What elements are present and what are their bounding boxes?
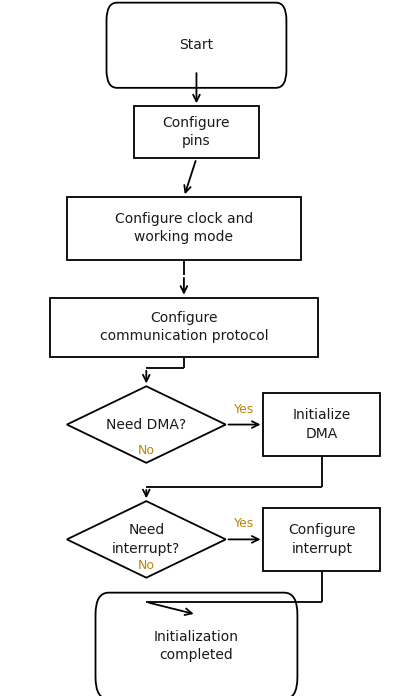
Polygon shape [67,386,226,463]
Text: Start: Start [179,38,214,52]
Text: Configure
communication protocol: Configure communication protocol [99,311,268,343]
Bar [263,508,380,571]
Text: Need
interrupt?: Need interrupt? [112,523,181,555]
Text: Configure
pins: Configure pins [163,116,230,148]
Polygon shape [67,501,226,578]
Text: Need DMA?: Need DMA? [106,418,186,432]
Bar [67,197,301,260]
FancyBboxPatch shape [107,3,286,88]
Text: Initialize
DMA: Initialize DMA [293,409,351,441]
Text: Configure
interrupt: Configure interrupt [288,523,356,555]
Bar [263,393,380,456]
Text: Configure clock and
working mode: Configure clock and working mode [115,212,253,244]
Text: No: No [138,444,155,457]
Text: Initialization
completed: Initialization completed [154,630,239,662]
Text: Yes: Yes [234,517,255,530]
Bar [134,106,259,158]
Bar [50,298,318,356]
FancyBboxPatch shape [95,593,297,696]
Text: No: No [138,559,155,572]
Text: Yes: Yes [234,402,255,416]
